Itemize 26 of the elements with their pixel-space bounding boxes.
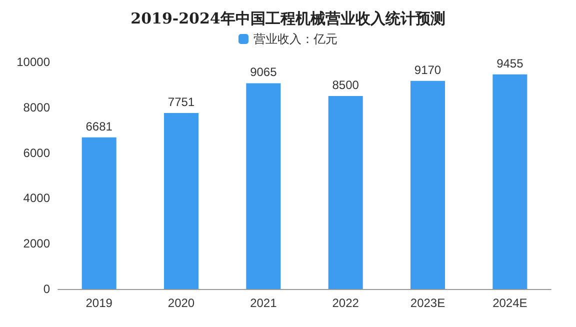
x-tick-label: 2023E <box>410 296 446 310</box>
chart-title: 2019-2024年中国工程机械营业收入统计预测 <box>130 10 446 28</box>
bar <box>492 74 528 289</box>
bar <box>246 83 281 289</box>
x-tick-label: 2024E <box>492 296 528 310</box>
x-tick-label: 2019 <box>86 296 113 310</box>
y-tick-label: 0 <box>43 282 50 296</box>
bar <box>410 80 446 289</box>
data-label: 7751 <box>168 95 195 110</box>
x-tick-label: 2021 <box>250 296 278 310</box>
y-tick-label: 8000 <box>23 100 50 114</box>
data-label: 9065 <box>250 65 278 80</box>
data-label: 8500 <box>332 78 360 92</box>
bar <box>328 96 363 289</box>
data-label: 9455 <box>496 56 524 70</box>
y-tick-label: 4000 <box>23 191 50 206</box>
data-label: 9170 <box>414 62 442 77</box>
bar <box>82 137 116 289</box>
data-label: 6681 <box>86 119 113 134</box>
y-tick-label: 6000 <box>23 146 50 160</box>
x-tick-label: 2020 <box>168 296 195 310</box>
x-tick-label: 2022 <box>332 296 360 310</box>
y-tick-label: 10000 <box>16 55 50 69</box>
legend-label: 营业收入：亿元 <box>254 32 338 46</box>
y-tick-label: 2000 <box>23 236 50 251</box>
bar <box>164 113 199 289</box>
